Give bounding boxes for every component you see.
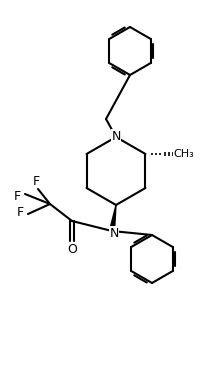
Text: N: N (111, 130, 121, 142)
Text: CH₃: CH₃ (173, 149, 194, 159)
Text: N: N (109, 226, 119, 240)
Text: O: O (67, 242, 77, 256)
Text: F: F (16, 205, 24, 219)
Text: F: F (32, 175, 40, 187)
Polygon shape (110, 205, 116, 231)
Text: F: F (13, 189, 20, 203)
